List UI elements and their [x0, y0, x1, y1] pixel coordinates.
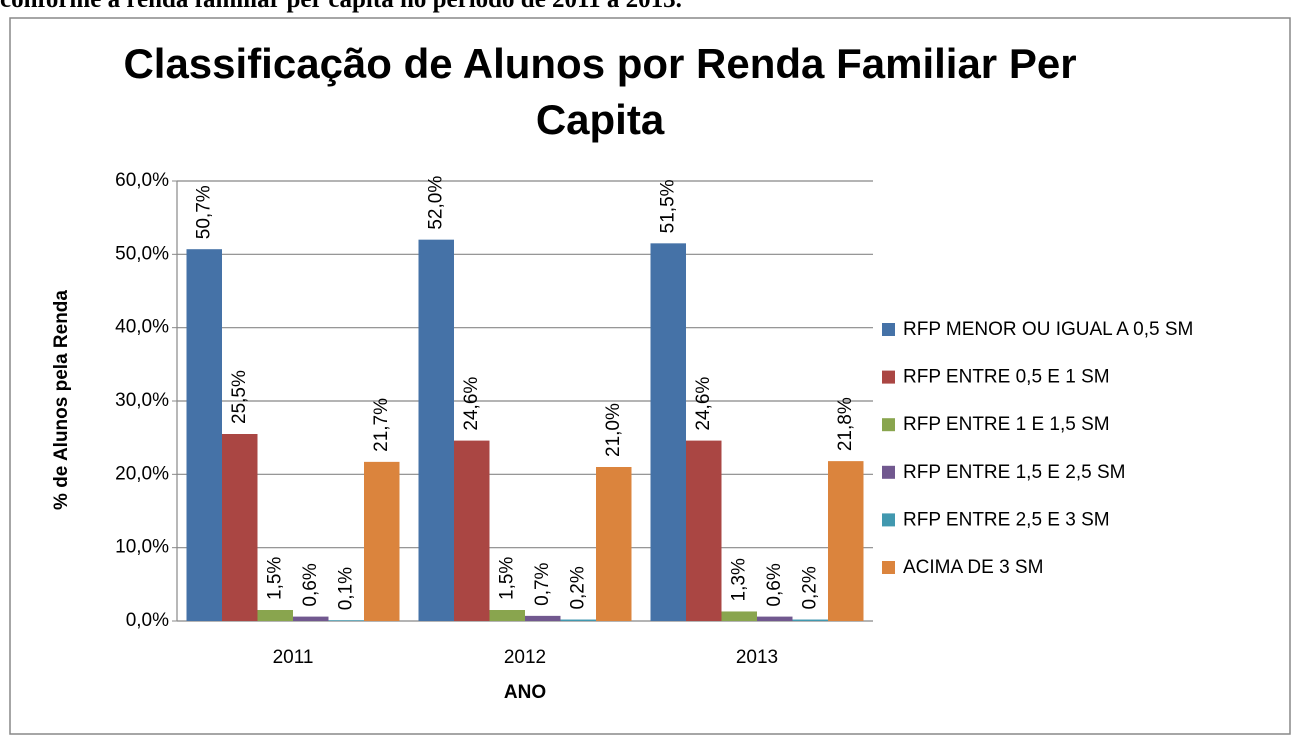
bar	[828, 461, 864, 621]
legend-label: RFP MENOR OU IGUAL A 0,5 SM	[903, 319, 1193, 340]
data-label: 24,6%	[693, 377, 714, 431]
legend-swatch	[882, 513, 895, 527]
data-label: 0,2%	[567, 566, 588, 609]
bar	[650, 243, 686, 622]
data-label: 21,8%	[835, 397, 856, 451]
legend-swatch	[882, 561, 895, 574]
legend-swatch	[882, 370, 895, 384]
y-tick-label: 40,0%	[115, 317, 169, 338]
data-label: 1,5%	[496, 557, 517, 600]
data-label: 21,7%	[371, 398, 392, 452]
data-label: 21,0%	[603, 403, 624, 457]
legend-label: RFP ENTRE 1 E 1,5 SM	[903, 414, 1110, 435]
bar	[186, 249, 222, 621]
data-label: 0,6%	[300, 563, 321, 606]
bar	[364, 461, 400, 621]
bar	[454, 440, 490, 621]
bar	[596, 467, 632, 621]
data-label: 0,6%	[764, 563, 785, 606]
bar	[686, 440, 722, 621]
data-label: 25,5%	[229, 370, 250, 424]
caption: conforme a renda familiar per capita no …	[0, 0, 682, 14]
bar	[792, 619, 828, 621]
x-tick-label: 2013	[736, 647, 778, 668]
x-tick-label: 2011	[273, 647, 314, 668]
y-axis-title: % de Alunos pela Renda	[51, 290, 72, 510]
data-label: 52,0%	[425, 176, 446, 230]
x-tick-label: 2012	[504, 647, 546, 668]
y-tick-label: 20,0%	[115, 463, 169, 484]
legend-label: ACIMA DE 3 SM	[903, 557, 1043, 578]
data-label: 1,5%	[264, 557, 285, 600]
data-label: 0,1%	[335, 567, 356, 610]
bar	[721, 611, 757, 621]
bar	[328, 620, 364, 621]
data-label: 1,3%	[728, 558, 749, 601]
bar	[418, 239, 454, 621]
legend-label: RFP ENTRE 2,5 E 3 SM	[903, 509, 1110, 530]
legend-label: RFP ENTRE 0,5 E 1 SM	[903, 367, 1110, 388]
data-label: 51,5%	[657, 179, 678, 233]
bar	[489, 610, 525, 621]
legend-label: RFP ENTRE 1,5 E 2,5 SM	[903, 462, 1125, 483]
bar	[757, 616, 793, 621]
chart-title: Classificação de Alunos por Renda Famili…	[123, 40, 1077, 143]
bar	[222, 434, 258, 621]
chart-border	[9, 17, 1291, 735]
y-tick-label: 50,0%	[115, 243, 169, 264]
legend-swatch	[882, 418, 895, 432]
data-label: 50,7%	[193, 185, 214, 239]
data-label: 0,2%	[799, 566, 820, 609]
data-label: 24,6%	[461, 377, 482, 431]
bar	[560, 619, 596, 621]
y-tick-label: 10,0%	[115, 537, 169, 558]
y-tick-label: 0,0%	[126, 610, 169, 631]
legend-swatch	[882, 323, 895, 336]
y-tick-label: 30,0%	[115, 390, 169, 411]
bar	[293, 616, 329, 621]
y-tick-label: 60,0%	[115, 170, 169, 191]
x-axis-title: ANO	[504, 682, 546, 703]
bar	[257, 610, 293, 621]
data-label: 0,7%	[532, 562, 553, 605]
legend-swatch	[882, 465, 895, 479]
bar	[525, 615, 561, 621]
